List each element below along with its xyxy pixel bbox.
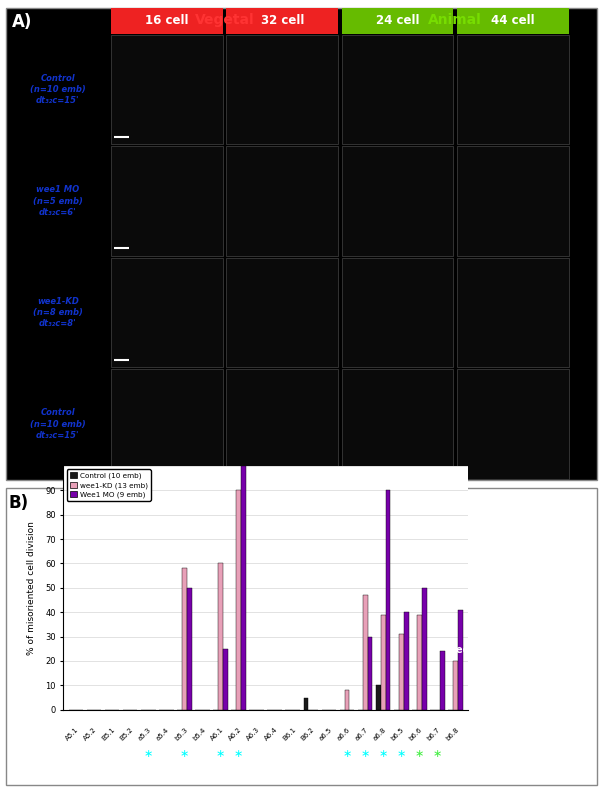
Bar [344,690,350,710]
Text: Vegetal: Vegetal [195,13,254,27]
Bar [342,8,453,34]
Bar [457,258,569,367]
Text: Cont: Cont [447,502,473,512]
Bar [303,698,309,710]
Bar [403,612,409,710]
Bar [457,35,569,144]
Text: wee1 MO
(n=5 emb)
dt₃₂c=6': wee1 MO (n=5 emb) dt₃₂c=6' [33,186,83,216]
Text: ∗: ∗ [397,749,406,759]
Text: wee1-KD: wee1-KD [447,645,496,655]
Text: 44 cell: 44 cell [491,14,535,28]
Text: ∗: ∗ [144,749,153,759]
Bar [380,615,385,710]
Bar [342,146,453,256]
Bar [342,370,453,479]
Text: ∗: ∗ [379,749,388,759]
Text: Control
(n=10 emb)
dt₃₂c=15': Control (n=10 emb) dt₃₂c=15' [30,74,86,105]
FancyBboxPatch shape [6,488,597,785]
Bar [342,35,453,144]
Text: ∗: ∗ [180,749,189,759]
Text: ∗: ∗ [415,749,424,759]
FancyBboxPatch shape [6,8,597,480]
Bar [440,651,444,710]
Bar [458,610,463,710]
Text: Animal: Animal [428,13,482,27]
Bar [227,258,338,367]
Bar [417,615,421,710]
Bar [227,370,338,479]
Bar [399,634,403,710]
Bar [457,370,569,479]
Text: ∗: ∗ [234,749,243,759]
Text: 32 cell: 32 cell [260,14,304,28]
Bar [457,8,569,34]
Bar [111,370,223,479]
Bar [111,35,223,144]
Text: 24 cell: 24 cell [376,14,419,28]
Legend: Control (10 emb), wee1-KD (13 emb), Wee1 MO (9 emb): Control (10 emb), wee1-KD (13 emb), Wee1… [67,469,151,500]
Bar [421,588,427,710]
Bar [227,35,338,144]
Bar [453,661,458,710]
Bar [241,465,246,710]
Text: Control
(n=10 emb)
dt₃₂c=15': Control (n=10 emb) dt₃₂c=15' [30,408,86,439]
Bar [111,258,223,367]
Bar [187,588,192,710]
Bar [227,8,338,34]
Bar [457,146,569,256]
Y-axis label: % of misoriented cell division: % of misoriented cell division [27,521,36,655]
Text: ∗: ∗ [433,749,442,759]
Text: ∗: ∗ [216,749,226,759]
Text: ∗: ∗ [343,749,352,759]
Bar [218,563,223,710]
Text: B): B) [9,493,29,511]
Bar [223,649,228,710]
Text: wee1-KD
(n=8 emb)
dt₃₂c=8': wee1-KD (n=8 emb) dt₃₂c=8' [33,297,83,328]
Bar [111,8,223,34]
Text: 16 cell: 16 cell [145,14,189,28]
Text: Orient Dev: 10.17+/-4.15: Orient Dev: 10.17+/-4.15 [471,763,555,769]
Text: Orient Dev: 10.51+/-3.82: Orient Dev: 10.51+/-3.82 [471,620,555,626]
Text: ∗: ∗ [361,749,370,759]
Bar [342,258,453,367]
Bar [368,637,373,710]
Bar [182,569,187,710]
Bar [111,146,223,256]
Bar [362,595,368,710]
Bar [385,490,391,710]
Text: A): A) [12,13,33,31]
Bar [376,685,380,710]
Bar [236,490,241,710]
Bar [227,146,338,256]
